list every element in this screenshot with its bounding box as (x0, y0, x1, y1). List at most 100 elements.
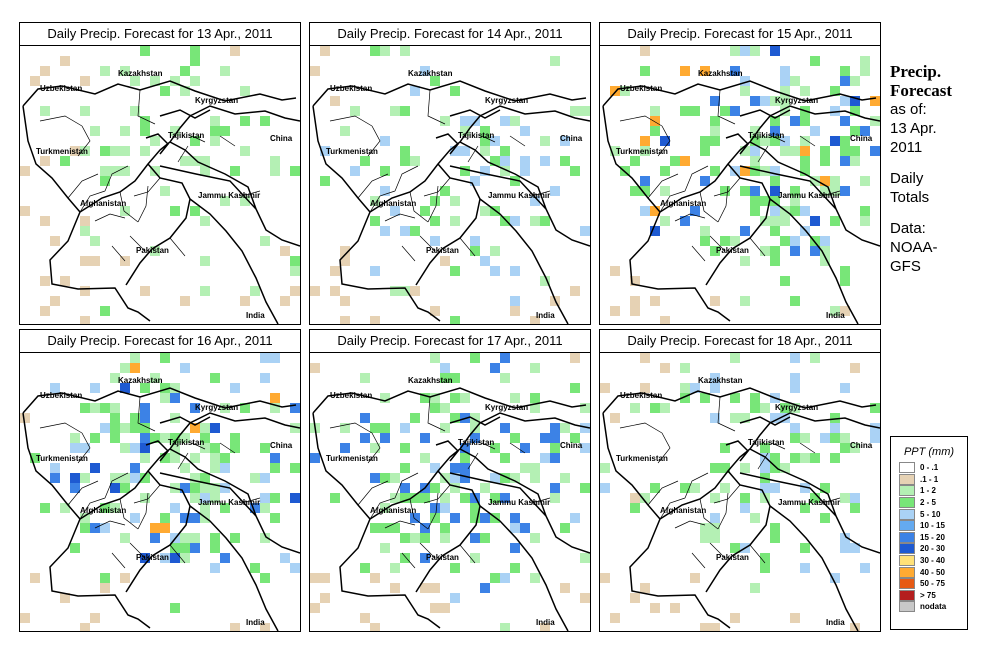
precip-cell (370, 216, 380, 226)
legend-label: 10 - 15 (920, 521, 945, 531)
legend-label: 5 - 10 (920, 509, 941, 519)
legend-item: nodata (899, 601, 967, 613)
precip-cell (650, 206, 660, 216)
precip-cell (260, 353, 270, 363)
precip-cell (670, 156, 680, 166)
precip-cell (140, 443, 150, 453)
precip-cell (850, 146, 860, 156)
precip-cell (790, 236, 800, 246)
precip-cell (770, 126, 780, 136)
legend-item: 2 - 5 (899, 497, 967, 509)
precip-cell (630, 493, 640, 503)
precip-cell (450, 373, 460, 383)
precip-cell (790, 383, 800, 393)
precip-cell (130, 106, 140, 116)
country-label: Tajikistan (748, 438, 784, 447)
precip-cell (610, 613, 620, 623)
precip-cell (800, 166, 810, 176)
forecast-panel: Daily Precip. Forecast for 17 Apr., 2011… (309, 329, 591, 632)
precip-map: Uzbekistan Kazakhstan Kyrgyzstan Tajikistan… (310, 353, 590, 631)
precip-cell (800, 483, 810, 493)
country-label: Kyrgyzstan (775, 403, 818, 412)
precip-cell (80, 286, 90, 296)
precip-cell (780, 276, 790, 286)
forecast-panel: Daily Precip. Forecast for 15 Apr., 2011… (599, 22, 881, 325)
precip-cell (710, 513, 720, 523)
precip-cell (210, 423, 220, 433)
precip-cell (570, 106, 580, 116)
precip-cell (470, 413, 480, 423)
precip-cell (780, 146, 790, 156)
precip-cell (530, 473, 540, 483)
forecast-panel: Daily Precip. Forecast for 16 Apr., 2011… (19, 329, 301, 632)
precip-cell (850, 96, 860, 106)
precip-cell (60, 593, 70, 603)
precip-cell (550, 483, 560, 493)
precip-cell (340, 316, 350, 324)
precip-cell (290, 493, 300, 503)
precip-cell (510, 393, 520, 403)
data-label: Data: (890, 220, 926, 237)
precip-cell (830, 176, 840, 186)
country-label: Jammu Kashmir (488, 498, 550, 507)
precip-cell (780, 96, 790, 106)
precip-cell (140, 403, 150, 413)
precip-cell (170, 433, 180, 443)
precip-cell (740, 86, 750, 96)
precip-cell (860, 216, 870, 226)
precip-cell (460, 453, 470, 463)
precip-cell (160, 513, 170, 523)
precip-cell (580, 443, 590, 453)
precip-cell (170, 383, 180, 393)
precip-cell (150, 136, 160, 146)
precip-cell (440, 493, 450, 503)
country-label: Jammu Kashmir (198, 191, 260, 200)
precip-cell (440, 423, 450, 433)
precip-cell (370, 423, 380, 433)
precip-cell (80, 623, 90, 631)
precip-cell (220, 126, 230, 136)
precip-cell (630, 296, 640, 306)
precip-cell (810, 246, 820, 256)
precip-cell (470, 503, 480, 513)
precip-cell (710, 296, 720, 306)
precip-cell (850, 503, 860, 513)
precip-cell (640, 583, 650, 593)
precip-cell (550, 443, 560, 453)
precip-cell (700, 623, 710, 631)
precip-cell (740, 503, 750, 513)
precip-cell (370, 623, 380, 631)
precip-cell (440, 503, 450, 513)
precip-cell (480, 136, 490, 146)
precip-cell (810, 353, 820, 363)
precip-cell (410, 226, 420, 236)
precip-cell (750, 46, 760, 56)
precip-cell (640, 136, 650, 146)
precip-cell (410, 86, 420, 96)
precip-cell (860, 126, 870, 136)
precip-cell (420, 523, 430, 533)
precip-cell (430, 76, 440, 86)
precip-cell (480, 166, 490, 176)
precip-cell (400, 46, 410, 56)
precip-cell (570, 513, 580, 523)
country-label: China (850, 441, 873, 450)
precip-cell (140, 433, 150, 443)
legend-swatch (899, 589, 915, 601)
precip-cell (700, 523, 710, 533)
precip-cell (650, 226, 660, 236)
precip-cell (740, 166, 750, 176)
precip-cell (490, 266, 500, 276)
precip-cell (650, 106, 660, 116)
precip-cell (170, 543, 180, 553)
legend-swatch (899, 473, 915, 485)
precip-cell (680, 363, 690, 373)
precip-cell (70, 543, 80, 553)
precip-cell (390, 106, 400, 116)
precip-cell (870, 423, 880, 433)
precip-cell (840, 186, 850, 196)
precip-cell (800, 136, 810, 146)
precip-cell (820, 176, 830, 186)
precip-cell (420, 433, 430, 443)
precip-cell (770, 216, 780, 226)
